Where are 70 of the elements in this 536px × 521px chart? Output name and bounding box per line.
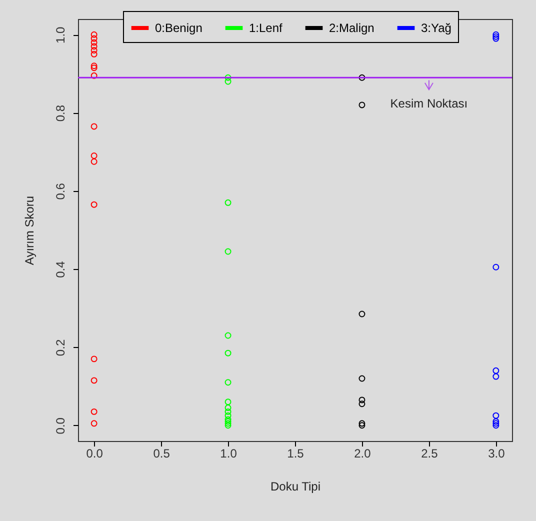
x-tick-label: 1.0 bbox=[220, 446, 238, 460]
y-tick-label: 0.6 bbox=[54, 182, 68, 200]
y-axis-title: Ayırım Skoru bbox=[22, 196, 36, 266]
point bbox=[90, 31, 98, 38]
x-tick-label: 1.5 bbox=[287, 446, 304, 460]
point bbox=[358, 375, 366, 382]
point bbox=[492, 420, 500, 427]
x-tick-label: 2.0 bbox=[354, 446, 372, 460]
point bbox=[492, 422, 500, 429]
x-tick-label: 2.5 bbox=[421, 446, 438, 460]
point bbox=[224, 416, 232, 423]
legend-label: 0:Benign bbox=[155, 21, 202, 35]
point bbox=[492, 35, 500, 42]
y-tick-label: 1.0 bbox=[54, 26, 68, 44]
point bbox=[224, 248, 232, 255]
point bbox=[90, 64, 98, 72]
point bbox=[492, 418, 500, 425]
point bbox=[492, 412, 500, 419]
point bbox=[90, 43, 98, 50]
legend-label: 2:Malign bbox=[329, 21, 374, 35]
point bbox=[90, 123, 98, 130]
point bbox=[224, 422, 232, 429]
point bbox=[224, 404, 232, 412]
point bbox=[492, 33, 500, 40]
point bbox=[224, 412, 232, 419]
point bbox=[90, 377, 98, 384]
x-tick-label: 0.0 bbox=[86, 446, 104, 460]
point bbox=[358, 102, 366, 108]
point bbox=[90, 356, 98, 362]
point bbox=[358, 74, 366, 81]
point bbox=[492, 367, 500, 374]
y-tick-label: 0.2 bbox=[54, 339, 68, 356]
point bbox=[224, 332, 232, 339]
point bbox=[224, 418, 232, 425]
point bbox=[90, 152, 98, 159]
point bbox=[224, 379, 232, 386]
point bbox=[224, 199, 232, 206]
x-tick-label: 3.0 bbox=[488, 446, 506, 460]
point bbox=[90, 201, 98, 208]
x-tick-label: 0.5 bbox=[153, 446, 170, 460]
point bbox=[224, 398, 232, 406]
point bbox=[358, 422, 366, 429]
point bbox=[90, 62, 98, 70]
point bbox=[90, 35, 98, 42]
point bbox=[224, 408, 232, 415]
point bbox=[224, 78, 232, 85]
point bbox=[492, 264, 500, 270]
point bbox=[90, 158, 98, 165]
point bbox=[358, 310, 366, 318]
legend-label: 3:Yağ bbox=[421, 21, 452, 35]
point bbox=[90, 39, 98, 46]
point bbox=[224, 350, 232, 356]
point bbox=[224, 420, 232, 427]
point bbox=[358, 400, 366, 408]
point bbox=[90, 50, 98, 58]
point bbox=[90, 72, 98, 79]
point bbox=[90, 47, 98, 54]
y-tick-label: 0.0 bbox=[54, 417, 68, 434]
y-tick-label: 0.4 bbox=[54, 260, 68, 278]
point bbox=[90, 420, 98, 427]
point bbox=[90, 408, 98, 415]
annotation: Kesim Noktası bbox=[390, 96, 468, 111]
x-axis-title: Doku Tipi bbox=[270, 480, 321, 494]
point bbox=[358, 396, 366, 404]
y-tick-label: 0.8 bbox=[54, 104, 68, 122]
legend-label: 1:Lenf bbox=[249, 21, 284, 35]
point bbox=[492, 373, 500, 380]
point bbox=[492, 31, 500, 38]
point bbox=[224, 74, 232, 81]
point bbox=[358, 420, 366, 427]
